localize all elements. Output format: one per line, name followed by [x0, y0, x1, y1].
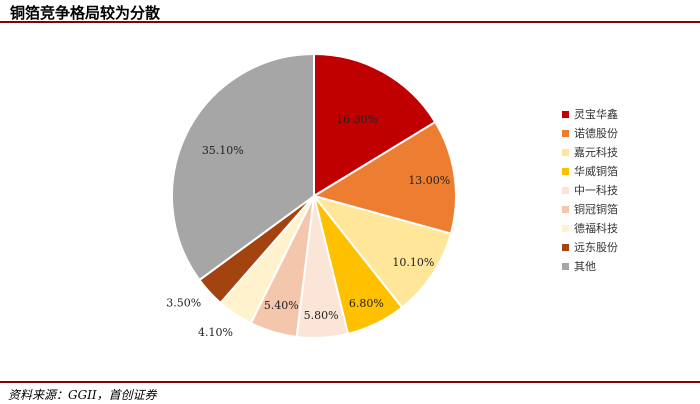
top-divider — [0, 21, 700, 23]
source-note: 资料来源：GGII，首创证券 — [8, 388, 157, 402]
pie-slices — [171, 52, 457, 339]
legend-label: 铜冠铜箔 — [574, 202, 618, 216]
slice-data-label: 5.80% — [304, 309, 339, 322]
legend-label: 诺德股份 — [574, 126, 618, 140]
slice-data-label: 16.30% — [336, 113, 378, 126]
legend-swatch — [562, 130, 569, 137]
slice-data-label: 35.10% — [202, 144, 244, 157]
legend-swatch — [562, 206, 569, 213]
legend-swatch — [562, 111, 569, 118]
legend-label: 中一科技 — [574, 183, 618, 197]
legend-label: 嘉元科技 — [574, 145, 618, 159]
slice-data-label: 10.10% — [392, 256, 434, 269]
page-title: 铜箔竞争格局较为分散 — [10, 4, 161, 22]
slice-data-label: 4.10% — [198, 326, 233, 339]
legend-label: 灵宝华鑫 — [574, 107, 618, 121]
slice-labels: 16.30% 13.00% 10.10% 6.80% 5.80% 5.40% 4.10% 3.… — [166, 113, 450, 339]
legend-label: 其他 — [574, 260, 596, 273]
slice-data-label: 3.50% — [166, 297, 201, 310]
pie-slice — [311, 194, 453, 309]
legend-swatch — [562, 168, 569, 175]
legend-label: 德福科技 — [574, 221, 618, 235]
slice-data-label: 13.00% — [408, 174, 450, 187]
legend-label: 远东股份 — [574, 241, 618, 254]
pie-slice — [313, 52, 437, 198]
legend-swatch — [562, 149, 569, 156]
slice-data-label: 6.80% — [349, 297, 384, 310]
legend-swatch — [562, 244, 569, 251]
legend-label: 华威铜箔 — [574, 164, 618, 178]
legend-swatch — [562, 263, 569, 270]
legend-swatch — [562, 225, 569, 232]
slice-data-label: 5.40% — [264, 299, 299, 312]
pie-slice — [171, 52, 315, 282]
bottom-divider — [0, 381, 700, 383]
legend-swatch — [562, 187, 569, 194]
